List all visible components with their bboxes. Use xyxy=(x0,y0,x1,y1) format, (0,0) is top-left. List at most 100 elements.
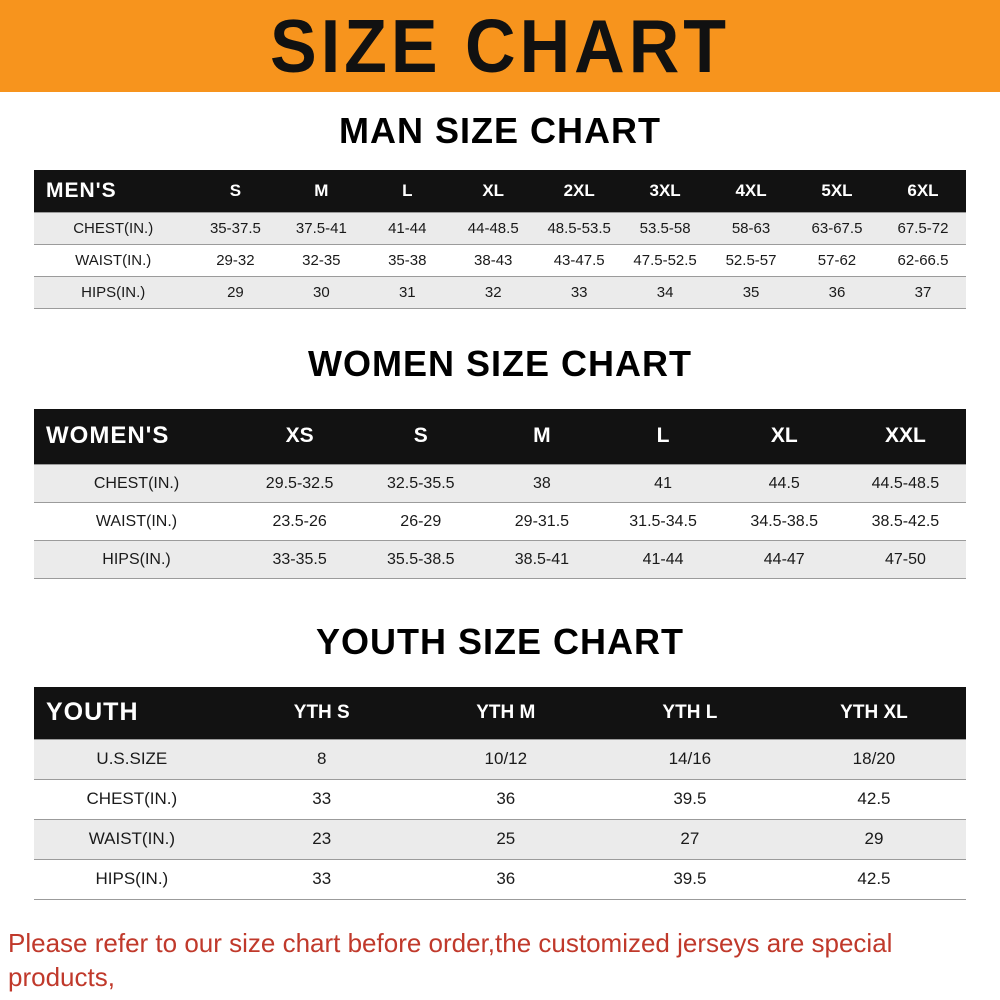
size-cell: 44.5-48.5 xyxy=(871,474,940,492)
size-cell: 48.5-53.5 xyxy=(547,219,611,237)
table-header-row: MEN'S S M L XL 2XL 3XL 4XL 5XL 6XL xyxy=(34,170,966,212)
table-row: HIPS(IN.) 33-35.5 35.5-38.5 38.5-41 41-44 44-… xyxy=(34,540,966,579)
size-cell: 29.5-32.5 xyxy=(265,474,334,492)
column-header: XL xyxy=(482,180,505,200)
size-cell: 52.5-57 xyxy=(725,251,777,269)
table-header-label: YOUTH xyxy=(46,698,139,727)
column-header: 5XL xyxy=(821,180,853,200)
size-cell: 25 xyxy=(496,829,516,848)
column-header: YTH M xyxy=(476,701,536,723)
row-label: CHEST(IN.) xyxy=(73,219,154,237)
section-title-women: WOMEN SIZE CHART xyxy=(308,342,692,384)
men-size-table: MEN'S S M L XL 2XL 3XL 4XL 5XL 6XL CHEST(IN.) 35-37… xyxy=(34,170,966,309)
youth-size-section: YOUTH SIZE CHART YOUTH YTH S YTH M YTH L YTH… xyxy=(0,621,1000,900)
table-row: WAIST(IN.) 23.5-26 26-29 29-31.5 31.5-34.5 34… xyxy=(34,502,966,541)
size-cell: 67.5-72 xyxy=(897,219,949,237)
size-table: WOMEN'S XS S M L XL XXL CHEST(IN.) 29.5-32.5 32.5… xyxy=(34,408,966,580)
table-header-label: MEN'S xyxy=(46,178,117,202)
size-cell: 35.5-38.5 xyxy=(386,550,455,568)
size-cell: 8 xyxy=(317,749,327,768)
size-cell: 36 xyxy=(496,869,516,888)
size-cell: 14/16 xyxy=(668,749,712,768)
table-row: WAIST(IN.) 29-32 32-35 35-38 38-43 43-47.5 47.… xyxy=(34,244,966,276)
youth-size-table: YOUTH YTH S YTH M YTH L YTH XL U.S.SIZE 8 10/12… xyxy=(34,687,966,900)
table-row: HIPS(IN.) 29 30 31 32 33 34 35 36 37 xyxy=(34,276,966,308)
size-cell: 37 xyxy=(914,283,932,301)
row-label: WAIST(IN.) xyxy=(75,251,152,269)
size-cell: 44.5 xyxy=(768,474,800,492)
size-cell: 41-44 xyxy=(388,219,427,237)
column-header: 3XL xyxy=(649,180,681,200)
size-cell: 10/12 xyxy=(484,749,528,768)
column-header: 6XL xyxy=(907,180,939,200)
size-cell: 33 xyxy=(312,789,332,808)
column-header: XXL xyxy=(884,424,926,448)
row-label: CHEST(IN.) xyxy=(86,789,178,808)
size-cell: 38.5-41 xyxy=(514,550,570,568)
size-cell: 62-66.5 xyxy=(897,251,949,269)
women-size-table: WOMEN'S XS S M L XL XXL CHEST(IN.) 29.5-32.5 32.5… xyxy=(34,408,966,580)
size-cell: 36 xyxy=(828,283,846,301)
size-cell: 39.5 xyxy=(673,789,707,808)
row-label: HIPS(IN.) xyxy=(81,283,146,301)
size-table: YOUTH YTH S YTH M YTH L YTH XL U.S.SIZE 8 10/12… xyxy=(34,687,966,900)
size-cell: 47-50 xyxy=(884,550,926,568)
size-cell: 36 xyxy=(496,789,516,808)
size-cell: 35-37.5 xyxy=(209,219,261,237)
size-cell: 38.5-42.5 xyxy=(871,512,940,530)
size-cell: 33-35.5 xyxy=(272,550,327,568)
size-cell: 38-43 xyxy=(474,251,513,269)
size-cell: 35 xyxy=(742,283,760,301)
size-cell: 53.5-58 xyxy=(639,219,691,237)
column-header: XS xyxy=(285,424,314,448)
table-header-label: WOMEN'S xyxy=(46,422,170,450)
size-cell: 57-62 xyxy=(817,251,857,269)
size-cell: 35-38 xyxy=(388,251,427,269)
column-header: XL xyxy=(770,424,798,448)
size-cell: 18/20 xyxy=(852,749,896,768)
column-header: S xyxy=(229,180,242,200)
row-label: WAIST(IN.) xyxy=(95,512,178,530)
table-row: HIPS(IN.) 33 36 39.5 42.5 xyxy=(34,859,966,899)
size-cell: 32-35 xyxy=(302,251,341,269)
size-cell: 31.5-34.5 xyxy=(629,512,697,530)
size-cell: 47.5-52.5 xyxy=(633,251,697,269)
size-cell: 34 xyxy=(656,283,674,301)
footer-notice: Please refer to our size chart before or… xyxy=(0,926,1000,1000)
notice-line-2: we don't accept cancel, change, teturn o… xyxy=(8,994,992,1000)
size-cell: 37.5-41 xyxy=(295,219,347,237)
column-header: M xyxy=(533,424,551,448)
column-header: 2XL xyxy=(563,180,595,200)
size-cell: 41-44 xyxy=(642,550,684,568)
section-title-youth: YOUTH SIZE CHART xyxy=(315,621,684,662)
size-table: MEN'S S M L XL 2XL 3XL 4XL 5XL 6XL CHEST(IN.) 35-37… xyxy=(34,170,966,309)
size-cell: 29-31.5 xyxy=(514,512,570,530)
size-cell: 32.5-35.5 xyxy=(386,474,455,492)
column-header: S xyxy=(413,424,428,448)
size-cell: 23.5-26 xyxy=(272,512,327,530)
row-label: WAIST(IN.) xyxy=(88,829,175,848)
size-cell: 39.5 xyxy=(673,869,707,888)
size-cell: 38 xyxy=(533,474,551,492)
column-header: YTH S xyxy=(293,701,350,723)
men-size-section: MAN SIZE CHART MEN'S S M L XL 2XL 3XL 4XL 5XL 6XL… xyxy=(0,110,1000,309)
size-cell: 27 xyxy=(680,829,700,848)
row-label: U.S.SIZE xyxy=(96,749,168,768)
column-header: YTH XL xyxy=(840,701,908,723)
size-cell: 23 xyxy=(312,829,332,848)
size-cell: 34.5-38.5 xyxy=(750,512,819,530)
size-cell: 63-67.5 xyxy=(811,219,863,237)
table-row: WAIST(IN.) 23 25 27 29 xyxy=(34,819,966,859)
column-header: M xyxy=(314,180,329,200)
table-row: U.S.SIZE 8 10/12 14/16 18/20 xyxy=(34,739,966,779)
column-header: 4XL xyxy=(735,180,767,200)
size-cell: 44-48.5 xyxy=(467,219,519,237)
size-cell: 33 xyxy=(312,869,332,888)
women-size-section: WOMEN SIZE CHART WOMEN'S XS S M L XL XXL CHEST(… xyxy=(0,343,1000,580)
size-cell: 41 xyxy=(654,474,672,492)
size-cell: 42.5 xyxy=(857,869,891,888)
notice-line-1: Please refer to our size chart before or… xyxy=(8,927,893,992)
table-row: CHEST(IN.) 35-37.5 37.5-41 41-44 44-48.5 48.5… xyxy=(34,212,966,244)
column-header: L xyxy=(656,424,670,448)
